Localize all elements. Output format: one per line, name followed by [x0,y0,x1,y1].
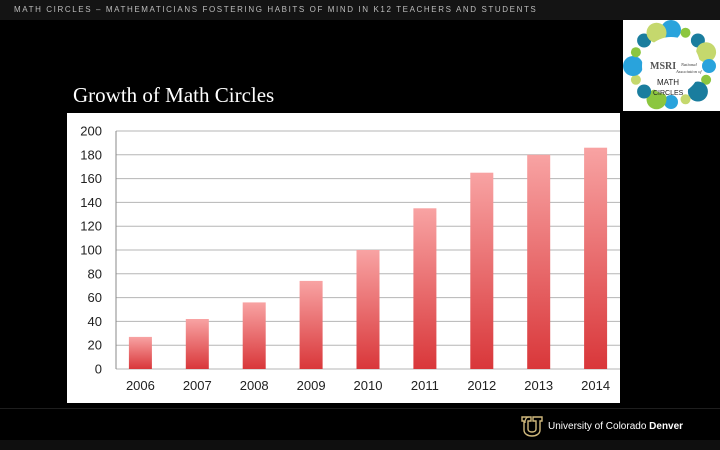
header-bar: MATH CIRCLES – MATHEMATICIANS FOSTERING … [0,0,720,20]
footer-divider [0,408,720,409]
y-tick-label: 140 [80,195,102,210]
logo-msri: MSRI [650,61,676,72]
y-tick-label: 200 [80,124,102,139]
x-tick-label: 2010 [354,378,383,393]
logo-dot [646,22,667,43]
logo-center [642,37,700,95]
bar [128,336,152,369]
header-tagline: MATH CIRCLES – MATHEMATICIANS FOSTERING … [14,5,538,14]
y-tick-label: 120 [80,219,102,234]
logo-dot [637,84,652,99]
y-tick-label: 60 [88,290,102,305]
math-circles-logo: MSRI National Association of MATH CIRCLE… [623,20,720,111]
bar [527,154,551,369]
logo-dot [680,27,691,38]
logo-dot [630,47,641,58]
x-tick-label: 2014 [581,378,610,393]
logo-line5: CIRCLES [653,90,684,97]
y-tick-label: 0 [95,362,102,377]
y-tick-label: 100 [80,243,102,258]
y-tick-label: 40 [88,314,102,329]
footer-bar [0,440,720,450]
university-prefix: University of Colorado [548,420,650,432]
logo-line3: Association of [675,69,702,74]
x-tick-label: 2008 [240,378,269,393]
bar [242,302,266,369]
bar [470,172,494,369]
y-tick-label: 80 [88,266,102,281]
y-tick-label: 180 [80,147,102,162]
x-tick-label: 2009 [297,378,326,393]
logo-dot [687,81,708,102]
university-logo: University of Colorado Denver [520,414,683,438]
y-tick-label: 20 [88,338,102,353]
x-tick-label: 2011 [411,378,439,393]
logo-dot [623,56,643,76]
bar-chart-svg: 0 20 40 60 80 100 120 140 160 180 200 2006 2007 2008 2… [80,124,620,393]
logo-dot [646,89,667,110]
x-tick-label: 2007 [183,378,212,393]
logo-dot [664,95,678,109]
x-tick-label: 2006 [126,378,155,393]
bar [584,147,608,369]
university-suffix: Denver [649,420,684,432]
university-name: University of Colorado Denver [548,421,683,432]
slide-title: Growth of Math Circles [73,83,275,107]
bar-chart: 0 20 40 60 80 100 120 140 160 180 200 2006 2007 2008 2… [67,113,620,403]
logo-graphic: MSRI National Association of MATH CIRCLE… [623,20,717,110]
logo-dot [701,74,712,85]
logo-line4: MATH [657,78,679,87]
logo-dot [702,59,716,73]
cu-emblem-icon [521,416,543,437]
x-tick-label: 2012 [467,378,496,393]
x-tick-label: 2013 [524,378,553,393]
bar [356,250,380,369]
bar [185,319,209,369]
y-tick-label: 160 [80,171,102,186]
bar [299,280,323,369]
logo-dot [696,42,717,63]
bar [413,208,437,369]
logo-line2: National [680,62,698,67]
logo-dot [630,74,641,85]
logo-dot [680,94,691,105]
